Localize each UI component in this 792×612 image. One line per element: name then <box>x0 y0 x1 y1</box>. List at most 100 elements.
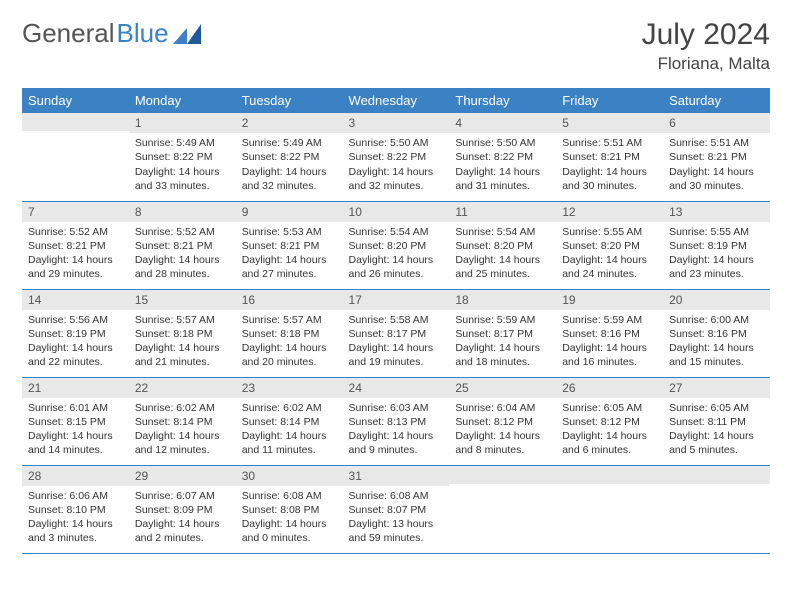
day-content: Sunrise: 6:02 AMSunset: 8:14 PMDaylight:… <box>236 398 343 463</box>
day-line: and 2 minutes. <box>135 531 230 545</box>
day-line: Daylight: 14 hours <box>562 253 657 267</box>
day-line: Sunset: 8:08 PM <box>242 503 337 517</box>
calendar-cell <box>556 465 663 553</box>
day-content: Sunrise: 5:53 AMSunset: 8:21 PMDaylight:… <box>236 222 343 287</box>
day-line: Sunset: 8:22 PM <box>455 150 550 164</box>
day-number: 6 <box>663 113 770 133</box>
day-line: Sunset: 8:21 PM <box>669 150 764 164</box>
logo: GeneralBlue <box>22 18 201 49</box>
day-line: and 23 minutes. <box>669 267 764 281</box>
calendar-cell <box>663 465 770 553</box>
logo-text-1: General <box>22 18 115 49</box>
day-content: Sunrise: 5:55 AMSunset: 8:19 PMDaylight:… <box>663 222 770 287</box>
day-line: Sunrise: 5:51 AM <box>669 136 764 150</box>
day-number: 27 <box>663 378 770 398</box>
day-number: 30 <box>236 466 343 486</box>
calendar-cell <box>449 465 556 553</box>
day-line: Sunrise: 5:59 AM <box>562 313 657 327</box>
calendar-week-row: 21 Sunrise: 6:01 AMSunset: 8:15 PM Dayligh… <box>22 377 770 465</box>
day-line: Sunrise: 5:53 AM <box>242 225 337 239</box>
day-line: and 31 minutes. <box>455 179 550 193</box>
day-line: and 8 minutes. <box>455 443 550 457</box>
day-line: Sunset: 8:19 PM <box>669 239 764 253</box>
day-line: Sunset: 8:07 PM <box>349 503 444 517</box>
day-line: and 59 minutes. <box>349 531 444 545</box>
day-line: Sunset: 8:16 PM <box>669 327 764 341</box>
calendar-cell: 1Sunrise: 5:49 AMSunset: 8:22 PMDaylight… <box>129 113 236 201</box>
day-line: Daylight: 14 hours <box>349 341 444 355</box>
calendar-cell: 25Sunrise: 6:04 AMSunset: 8:12 PMDayligh… <box>449 377 556 465</box>
calendar-table: SundayMondayTuesdayWednesdayThursdayFrid… <box>22 88 770 554</box>
weekday-header: Wednesday <box>343 88 450 113</box>
weekday-header: Saturday <box>663 88 770 113</box>
weekday-header: Tuesday <box>236 88 343 113</box>
day-line: Sunset: 8:10 PM <box>28 503 123 517</box>
day-number: 23 <box>236 378 343 398</box>
day-number: 16 <box>236 290 343 310</box>
day-line: Sunrise: 5:55 AM <box>562 225 657 239</box>
day-line: and 27 minutes. <box>242 267 337 281</box>
day-number: 2 <box>236 113 343 133</box>
calendar-cell: 11Sunrise: 5:54 AMSunset: 8:20 PMDayligh… <box>449 201 556 289</box>
day-number: 12 <box>556 202 663 222</box>
day-line: Sunset: 8:19 PM <box>28 327 123 341</box>
calendar-head: SundayMondayTuesdayWednesdayThursdayFrid… <box>22 88 770 113</box>
day-line: and 26 minutes. <box>349 267 444 281</box>
day-line: Sunrise: 6:05 AM <box>669 401 764 415</box>
day-line: Sunrise: 6:04 AM <box>455 401 550 415</box>
day-line: Sunset: 8:21 PM <box>562 150 657 164</box>
day-line: Sunrise: 5:52 AM <box>28 225 123 239</box>
calendar-cell: 3Sunrise: 5:50 AMSunset: 8:22 PMDaylight… <box>343 113 450 201</box>
day-content: Sunrise: 6:00 AMSunset: 8:16 PMDaylight:… <box>663 310 770 375</box>
day-line: and 0 minutes. <box>242 531 337 545</box>
day-line: Sunset: 8:14 PM <box>135 415 230 429</box>
day-line: Sunset: 8:22 PM <box>349 150 444 164</box>
day-line: and 20 minutes. <box>242 355 337 369</box>
day-line: Sunrise: 6:02 AM <box>242 401 337 415</box>
day-number <box>449 466 556 484</box>
calendar-cell: 5Sunrise: 5:51 AMSunset: 8:21 PMDaylight… <box>556 113 663 201</box>
day-content: Sunrise: 5:54 AMSunset: 8:20 PMDaylight:… <box>449 222 556 287</box>
day-content: Sunrise: 6:07 AMSunset: 8:09 PMDaylight:… <box>129 486 236 551</box>
day-content: Sunrise: 5:50 AMSunset: 8:22 PMDaylight:… <box>449 133 556 198</box>
day-line: and 30 minutes. <box>669 179 764 193</box>
day-line: Sunrise: 5:52 AM <box>135 225 230 239</box>
day-line: Sunset: 8:21 PM <box>135 239 230 253</box>
day-line: Sunrise: 5:56 AM <box>28 313 123 327</box>
day-line: and 12 minutes. <box>135 443 230 457</box>
day-line: Sunrise: 5:51 AM <box>562 136 657 150</box>
day-line: Daylight: 14 hours <box>669 253 764 267</box>
calendar-week-row: 14Sunrise: 5:56 AMSunset: 8:19 PMDayligh… <box>22 289 770 377</box>
day-line: Sunset: 8:09 PM <box>135 503 230 517</box>
day-line: Sunset: 8:15 PM <box>28 415 123 429</box>
day-number: 22 <box>129 378 236 398</box>
day-line: and 3 minutes. <box>28 531 123 545</box>
day-line: Sunrise: 6:01 AM <box>28 401 123 415</box>
day-number: 1 <box>129 113 236 133</box>
day-number: 19 <box>556 290 663 310</box>
day-line: Daylight: 14 hours <box>562 429 657 443</box>
day-line: Daylight: 14 hours <box>135 429 230 443</box>
day-line: Sunrise: 6:08 AM <box>349 489 444 503</box>
day-line: and 33 minutes. <box>135 179 230 193</box>
day-line: Daylight: 14 hours <box>562 341 657 355</box>
calendar-cell: 21Sunrise: 6:01 AMSunset: 8:15 PMDayligh… <box>22 377 129 465</box>
day-line: Daylight: 14 hours <box>28 341 123 355</box>
day-line: Sunset: 8:22 PM <box>135 150 230 164</box>
day-line: and 25 minutes. <box>455 267 550 281</box>
day-content: Sunrise: 6:05 AMSunset: 8:12 PMDaylight:… <box>556 398 663 463</box>
calendar-cell: 17Sunrise: 5:58 AMSunset: 8:17 PMDayligh… <box>343 289 450 377</box>
day-content: Sunrise: 5:52 AMSunset: 8:21 PMDaylight:… <box>129 222 236 287</box>
day-line: Sunset: 8:20 PM <box>349 239 444 253</box>
day-line: and 14 minutes. <box>28 443 123 457</box>
day-number: 21 <box>22 378 129 398</box>
day-number: 3 <box>343 113 450 133</box>
day-line: Sunset: 8:12 PM <box>562 415 657 429</box>
day-content: Sunrise: 5:49 AMSunset: 8:22 PMDaylight:… <box>236 133 343 198</box>
day-content: Sunrise: 5:56 AMSunset: 8:19 PMDaylight:… <box>22 310 129 375</box>
day-number: 11 <box>449 202 556 222</box>
day-line: Sunset: 8:21 PM <box>242 239 337 253</box>
day-line: and 21 minutes. <box>135 355 230 369</box>
day-number <box>556 466 663 484</box>
day-content: Sunrise: 5:54 AMSunset: 8:20 PMDaylight:… <box>343 222 450 287</box>
